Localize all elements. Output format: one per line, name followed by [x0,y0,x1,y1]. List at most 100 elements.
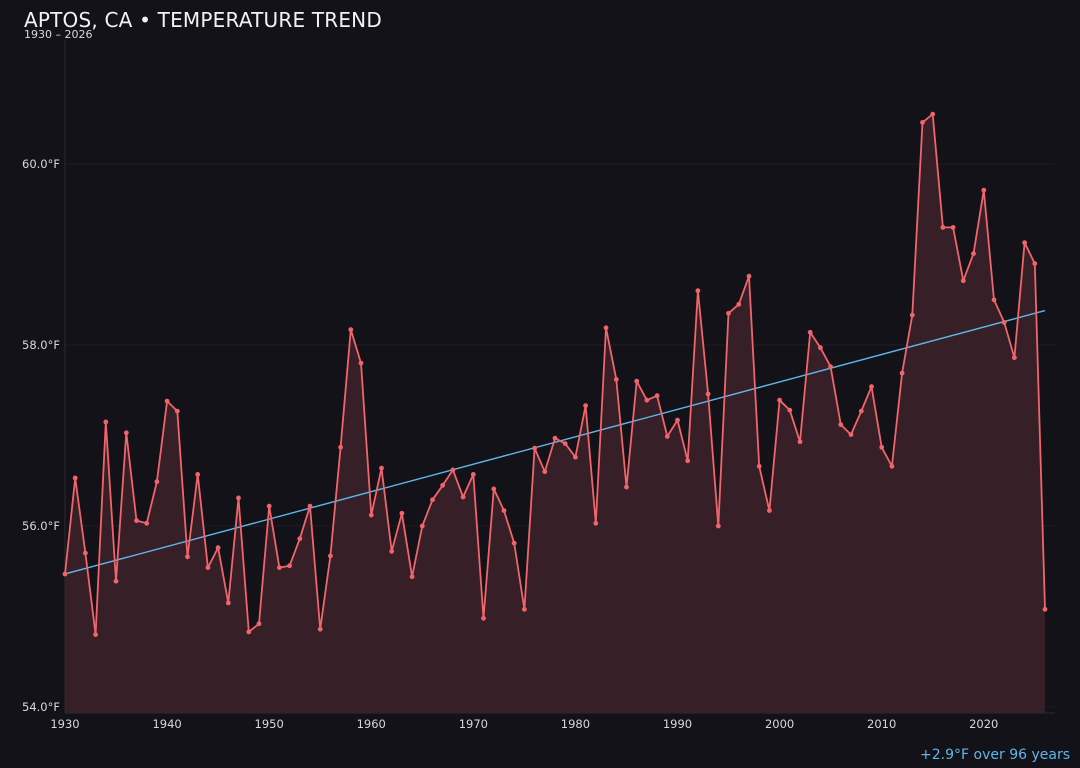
data-point [991,297,997,303]
data-point [909,312,915,318]
data-point [419,523,425,529]
data-point [256,621,262,627]
data-point [236,495,241,501]
data-point [287,563,292,569]
data-point [532,445,537,451]
data-point [93,632,98,637]
data-point [307,503,313,509]
data-point [491,486,497,492]
data-point [879,444,885,450]
x-tick-label: 2010 [867,717,896,731]
data-point [134,518,139,523]
data-point [542,469,548,475]
trend-annotation: +2.9°F over 96 years [920,747,1070,763]
data-point [1032,261,1038,266]
data-point [205,565,211,570]
y-tick-label: 58.0°F [22,338,60,352]
data-point [62,571,68,577]
data-point [1012,355,1017,361]
x-tick-label: 1930 [50,717,79,731]
x-tick-label: 1950 [255,717,284,731]
data-point [603,325,609,331]
data-point [358,360,364,366]
data-point [83,550,88,556]
data-point [613,377,619,382]
data-point [225,600,231,606]
data-point [838,422,844,427]
data-point [583,403,588,408]
data-point [726,310,731,316]
y-axis-ticks: 54.0°F 56.0°F 58.0°F 60.0°F [22,157,60,714]
data-point [440,482,446,488]
x-tick-label: 1940 [152,717,181,731]
data-point [675,417,680,423]
data-point [797,439,803,445]
x-tick-label: 2020 [969,717,998,731]
data-point [573,454,578,460]
data-point [450,467,456,473]
x-tick-label: 1980 [561,717,590,731]
data-point [113,578,119,584]
trend-line [64,309,1046,575]
data-point [634,378,640,384]
data-point [828,364,833,370]
data-point [368,512,374,518]
data-point [501,508,507,513]
data-point [685,458,691,464]
data-point [562,441,568,446]
data-point [971,251,976,256]
data-point [593,520,599,526]
data-point [787,407,793,413]
data-point [981,187,987,193]
data-point [297,536,303,542]
data-point-markers [62,111,1048,637]
data-point [379,465,384,471]
data-point [338,444,343,450]
x-tick-label: 1960 [357,717,386,731]
data-point [858,408,864,414]
data-point [246,629,252,635]
data-point [715,523,721,529]
data-point [481,615,486,621]
data-point [920,120,925,125]
data-point [511,540,517,546]
data-point [940,225,946,230]
data-point [348,327,354,332]
data-point [746,273,752,279]
data-point [103,419,109,425]
data-point [399,510,405,516]
data-point [389,548,395,554]
x-tick-label: 1990 [663,717,692,731]
data-point [818,345,823,351]
data-point [328,553,333,559]
data-point [848,432,854,437]
data-point [807,329,813,335]
data-point [215,545,221,551]
y-tick-label: 60.0°F [22,157,60,171]
data-point [552,435,558,441]
data-point [695,288,701,294]
data-point [756,463,762,469]
y-tick-label: 56.0°F [22,519,60,533]
data-point [460,494,466,500]
data-point [144,520,150,526]
chart-subtitle: 1930 – 2026 [24,28,93,41]
data-point [705,391,711,397]
data-point [430,497,435,503]
data-point [960,278,966,284]
data-point [869,384,874,389]
data-point [1022,240,1027,246]
data-point [899,370,905,376]
data-point [72,475,78,481]
data-point [1042,606,1048,612]
data-point [522,606,527,612]
data-point [123,430,129,436]
x-tick-label: 1970 [459,717,488,731]
data-point [664,434,670,439]
x-axis-ticks: 1930 1940 1950 1960 1970 1980 1990 2000 2010 2020 [50,717,998,731]
data-point [930,111,936,117]
data-point [950,225,956,230]
data-point [777,397,782,403]
temperature-area-fill [65,114,1045,713]
